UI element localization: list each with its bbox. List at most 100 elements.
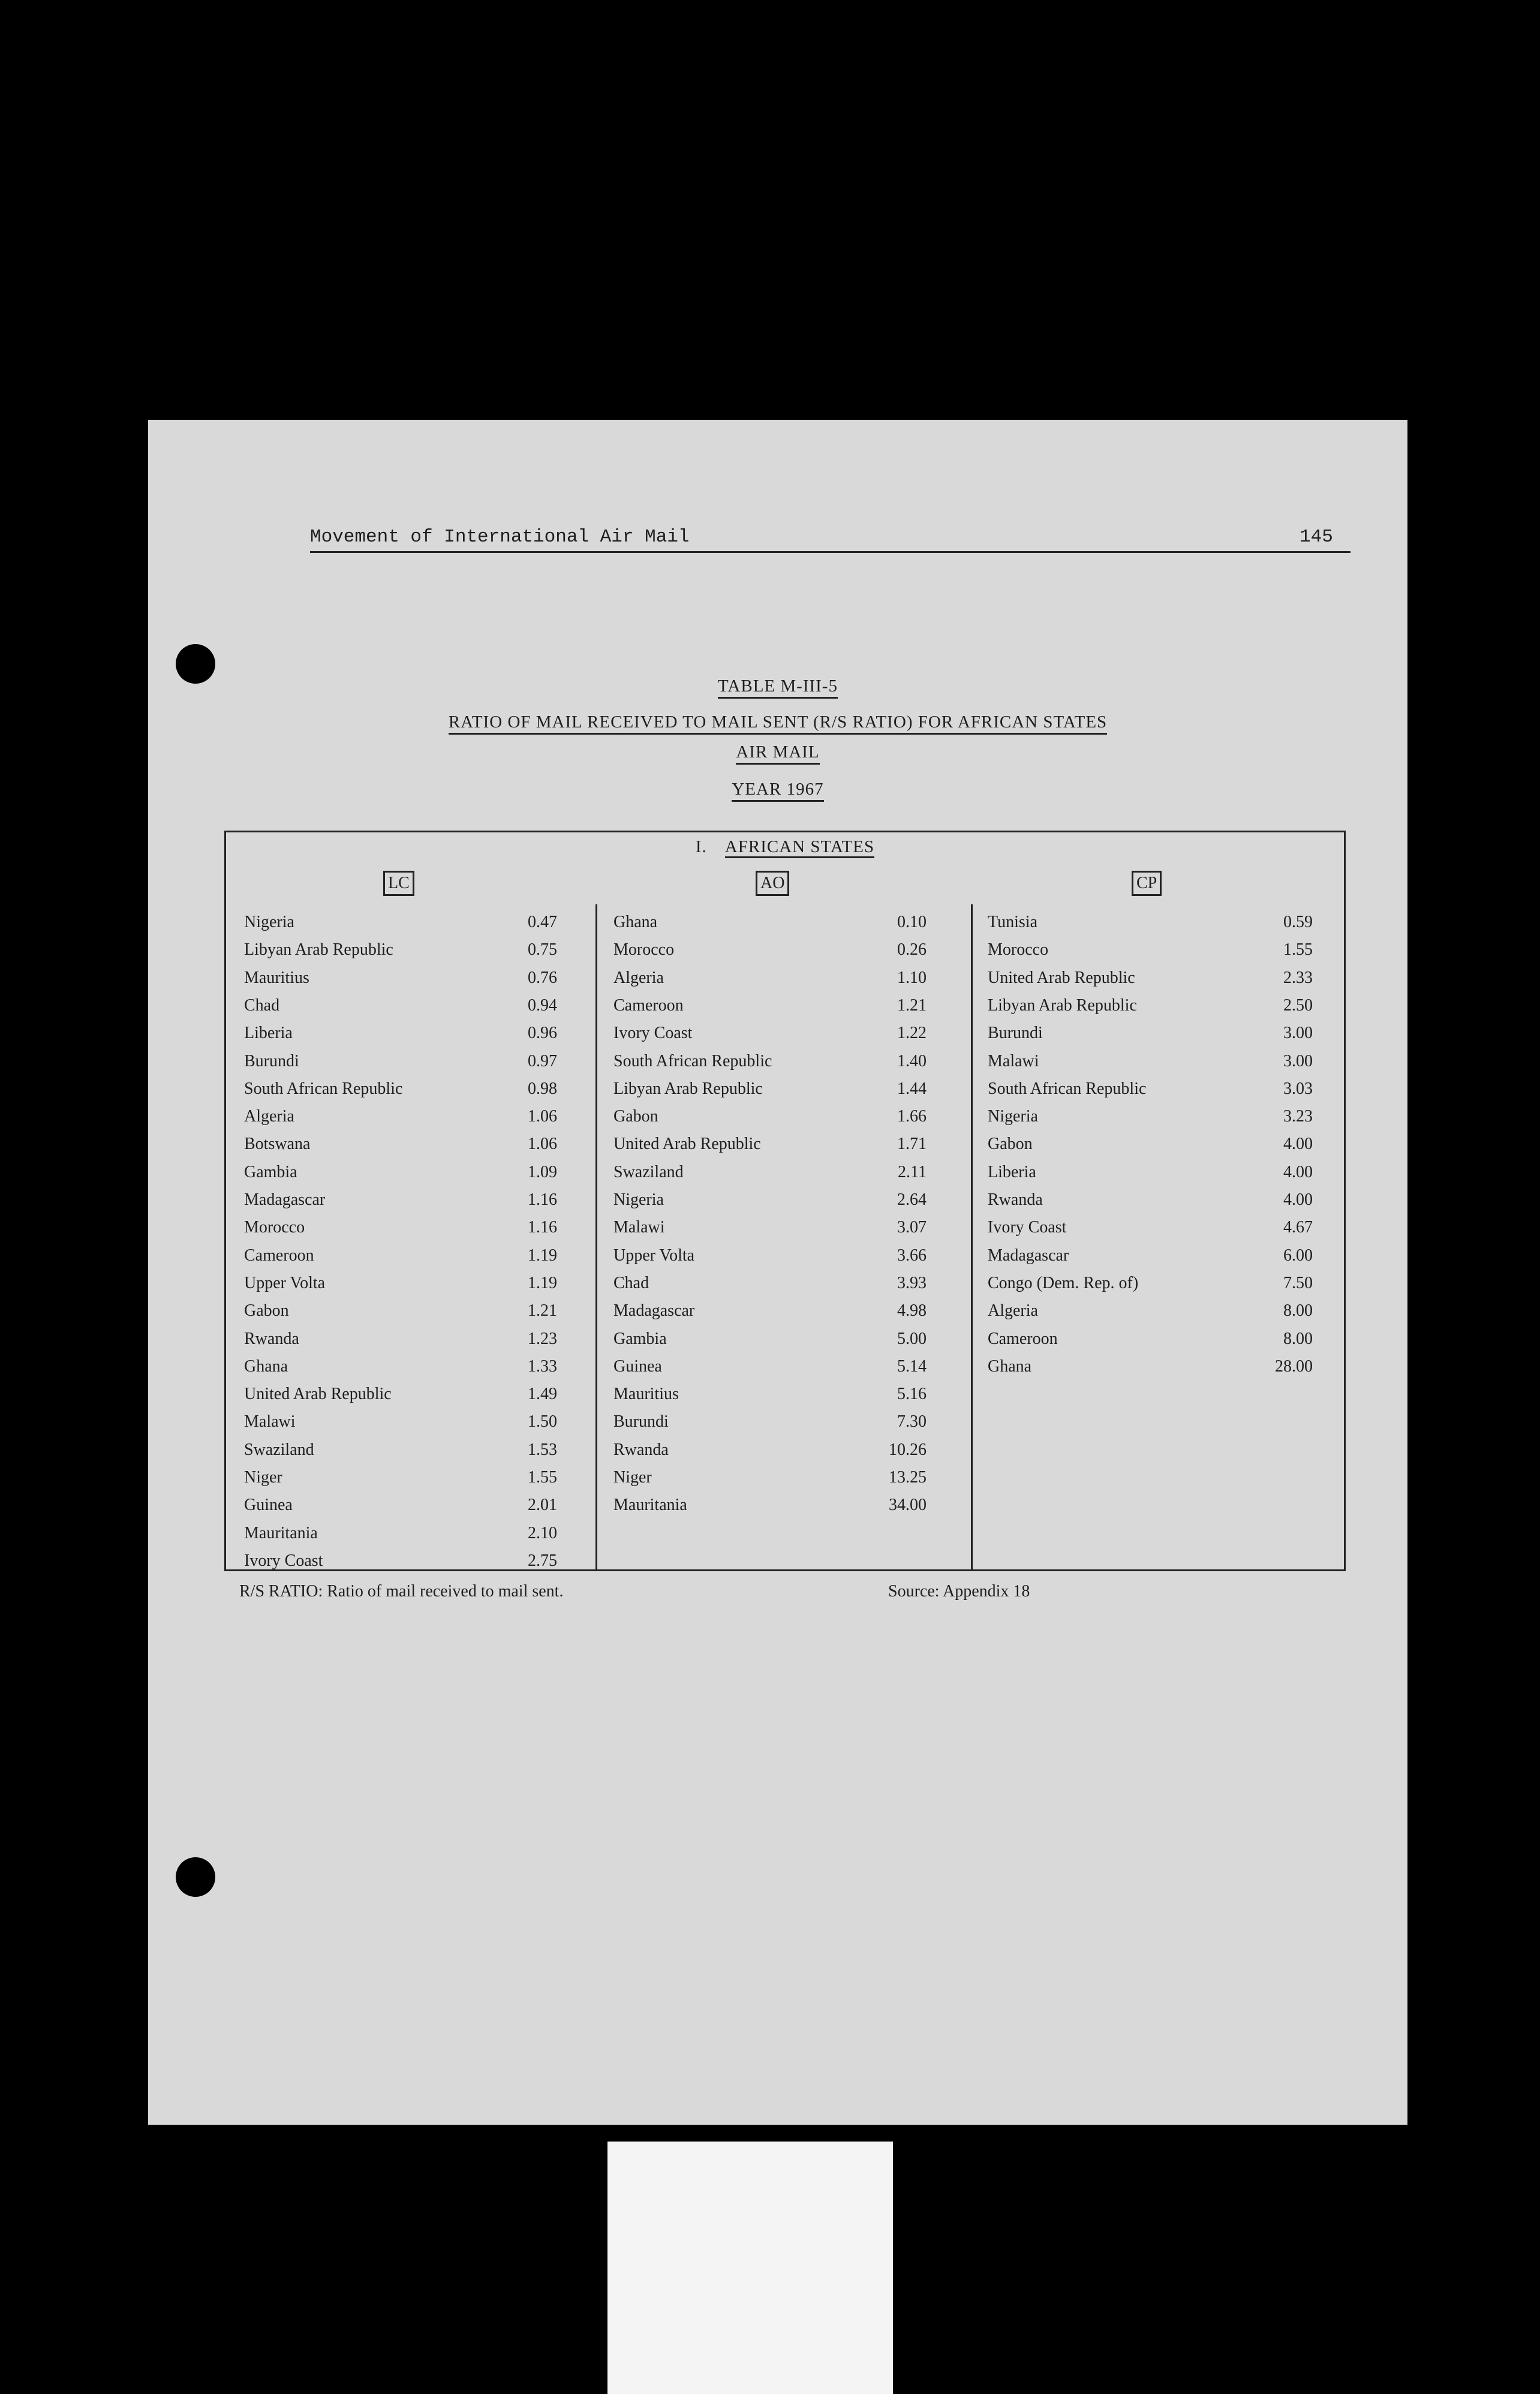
- country-name: Malawi: [613, 1218, 665, 1237]
- country-name: Malawi: [244, 1412, 296, 1431]
- country-name: Burundi: [988, 1024, 1043, 1043]
- ratio-value: 3.03: [1283, 1079, 1313, 1098]
- ratio-value: 0.59: [1283, 913, 1313, 931]
- ratio-value: 0.97: [528, 1051, 557, 1070]
- ratio-value: 1.33: [528, 1357, 557, 1376]
- country-name: Madagascar: [613, 1301, 695, 1321]
- ratio-value: 1.44: [897, 1079, 927, 1098]
- ratio-value: 3.93: [897, 1273, 927, 1292]
- country-name: Ivory Coast: [988, 1218, 1067, 1237]
- country-name: Gabon: [988, 1135, 1033, 1154]
- country-name: Madagascar: [244, 1190, 326, 1209]
- country-name: Cameroon: [244, 1246, 314, 1265]
- country-name: Algeria: [988, 1301, 1038, 1321]
- ratio-value: 8.00: [1283, 1301, 1313, 1321]
- ratio-value: 5.00: [897, 1329, 927, 1348]
- country-name: Botswana: [244, 1135, 311, 1154]
- page-number: 145: [1300, 527, 1333, 548]
- country-name: Gabon: [244, 1301, 289, 1321]
- ratio-value: 4.00: [1283, 1162, 1313, 1181]
- ratio-value: 1.40: [897, 1051, 927, 1070]
- ratio-value: 2.64: [897, 1190, 927, 1209]
- country-name: Upper Volta: [244, 1273, 326, 1292]
- country-name: Madagascar: [988, 1246, 1069, 1265]
- document-page: Movement of International Air Mail 145 T…: [148, 420, 1407, 2125]
- ratio-value: 1.55: [1283, 940, 1313, 960]
- country-name: South African Republic: [244, 1079, 403, 1098]
- country-name: Libyan Arab Republic: [244, 940, 393, 960]
- country-name: Ivory Coast: [613, 1024, 693, 1043]
- ratio-value: 7.30: [897, 1412, 927, 1431]
- ratio-value: 7.50: [1283, 1273, 1313, 1292]
- running-title: Movement of International Air Mail: [310, 527, 690, 548]
- ratio-value: 5.14: [897, 1357, 927, 1376]
- country-name: Cameroon: [988, 1329, 1058, 1348]
- ratio-value: 3.23: [1283, 1107, 1313, 1126]
- ratio-value: 0.98: [528, 1079, 557, 1098]
- ratio-value: 0.96: [528, 1024, 557, 1043]
- country-name: Cameroon: [613, 996, 684, 1015]
- country-name: Guinea: [244, 1496, 293, 1515]
- country-name: Algeria: [244, 1107, 294, 1126]
- ratio-value: 3.07: [897, 1218, 927, 1237]
- table-year: YEAR 1967: [148, 780, 1407, 802]
- country-name: Niger: [613, 1468, 652, 1487]
- country-name: Mauritania: [244, 1523, 318, 1542]
- ratio-value: 28.00: [1275, 1357, 1313, 1376]
- country-name: Liberia: [244, 1024, 293, 1043]
- ratio-value: 4.00: [1283, 1135, 1313, 1154]
- country-name: Malawi: [988, 1051, 1039, 1070]
- country-name: Rwanda: [244, 1329, 299, 1348]
- ratio-value: 1.21: [897, 996, 927, 1015]
- ratio-value: 3.66: [897, 1246, 927, 1265]
- country-name: Nigeria: [613, 1190, 664, 1209]
- country-name: Ivory Coast: [244, 1551, 323, 1570]
- ratio-value: 3.00: [1283, 1024, 1313, 1043]
- column-divider: [971, 904, 973, 1569]
- column-badge-cp: CP: [1132, 871, 1162, 896]
- country-name: Morocco: [613, 940, 675, 960]
- ratio-value: 1.55: [528, 1468, 557, 1487]
- punch-hole: [176, 644, 215, 684]
- ratio-value: 1.10: [897, 968, 927, 987]
- ratio-value: 1.71: [897, 1135, 927, 1154]
- country-name: Nigeria: [988, 1107, 1038, 1126]
- ratio-value: 1.19: [528, 1246, 557, 1265]
- ratio-value: 1.66: [897, 1107, 927, 1126]
- ratio-value: 1.16: [528, 1190, 557, 1209]
- ratio-value: 4.67: [1283, 1218, 1313, 1237]
- ratio-value: 2.11: [898, 1162, 927, 1181]
- ratio-value: 1.53: [528, 1440, 557, 1459]
- ratio-value: 1.19: [528, 1273, 557, 1292]
- ratio-value: 0.10: [897, 913, 927, 931]
- footnote: R/S RATIO: Ratio of mail received to mai…: [239, 1582, 564, 1601]
- ratio-value: 1.06: [528, 1107, 557, 1126]
- country-name: Nigeria: [244, 913, 294, 931]
- country-name: Swaziland: [613, 1162, 684, 1181]
- ratio-value: 1.16: [528, 1218, 557, 1237]
- country-name: Mauritius: [613, 1385, 679, 1404]
- ratio-value: 8.00: [1283, 1329, 1313, 1348]
- country-name: Burundi: [613, 1412, 669, 1431]
- ratio-value: 1.49: [528, 1385, 557, 1404]
- country-name: Mauritius: [244, 968, 309, 987]
- country-name: Chad: [613, 1273, 649, 1292]
- country-name: Burundi: [244, 1051, 299, 1070]
- ratio-value: 1.09: [528, 1162, 557, 1181]
- ratio-value: 0.47: [528, 913, 557, 931]
- country-name: Libyan Arab Republic: [613, 1079, 763, 1098]
- ratio-table: I. AFRICAN STATES LC AO CP Nigeria 0.47 Lib…: [224, 831, 1346, 1571]
- section-heading: I. AFRICAN STATES: [226, 837, 1344, 858]
- ratio-value: 1.06: [528, 1135, 557, 1154]
- ratio-value: 0.26: [897, 940, 927, 960]
- country-name: Ghana: [613, 913, 658, 931]
- ratio-value: 1.21: [528, 1301, 557, 1321]
- column-badge-ao: AO: [756, 871, 790, 896]
- ratio-value: 1.23: [528, 1329, 557, 1348]
- country-name: Gabon: [613, 1107, 658, 1126]
- ratio-value: 1.50: [528, 1412, 557, 1431]
- country-name: Swaziland: [244, 1440, 314, 1459]
- country-name: South African Republic: [613, 1051, 772, 1070]
- table-id: TABLE M-III-5: [148, 676, 1407, 699]
- blank-card: [607, 2142, 893, 2394]
